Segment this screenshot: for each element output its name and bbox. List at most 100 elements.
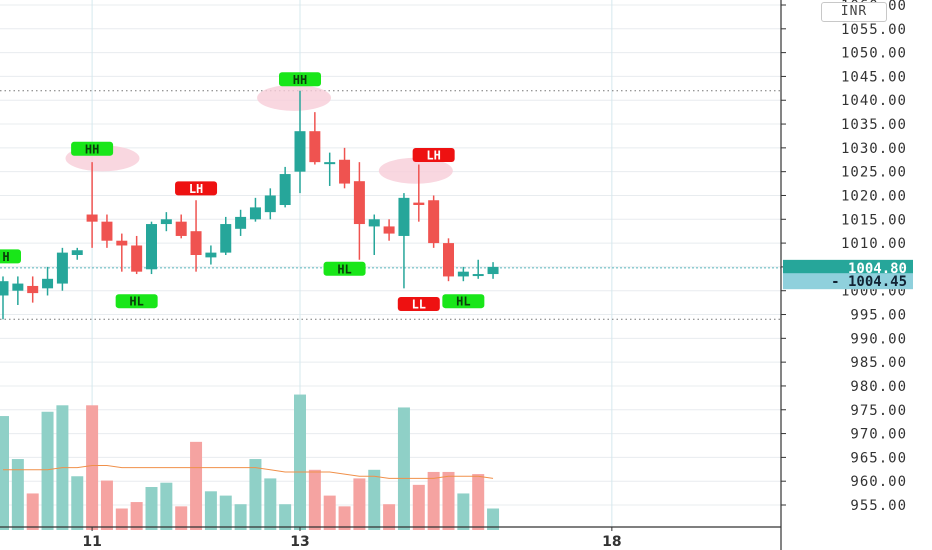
candle-body	[42, 278, 54, 289]
pivot-label-box	[279, 72, 321, 87]
reference-price-tag: - 1004.45	[783, 273, 913, 290]
x-tick-label: 11	[82, 534, 101, 550]
volume-ma-line	[3, 465, 494, 479]
pivot-label-hl: HL	[115, 294, 158, 309]
candle	[205, 245, 217, 265]
pivot-label-h: H	[0, 249, 21, 264]
y-tick-label: 1055.00	[841, 22, 907, 38]
candle-body	[294, 131, 306, 172]
volume-bar	[204, 491, 217, 530]
y-tick-label: 980.00	[850, 379, 907, 395]
volume-bar	[100, 480, 113, 530]
price-tag-text: 1004.80	[848, 261, 907, 277]
volume-bar	[323, 495, 336, 530]
pivot-label-lh: LH	[412, 148, 455, 163]
volume-bar	[160, 482, 173, 530]
pivot-label-ll: LL	[397, 297, 440, 312]
candle-body	[101, 221, 113, 241]
candle-body	[324, 162, 336, 165]
volume-bar	[41, 411, 54, 530]
y-tick-label: 1040.00	[841, 93, 907, 109]
candle	[487, 262, 499, 279]
candle	[428, 195, 440, 248]
highlight-mark	[257, 84, 332, 111]
candle	[398, 193, 410, 289]
candle	[160, 212, 172, 232]
candle-body	[190, 231, 202, 255]
volume-bar	[397, 407, 410, 530]
candle-body	[116, 240, 128, 246]
candle	[131, 235, 143, 275]
pivot-label-hh: HH	[279, 72, 321, 87]
volume-bar	[338, 506, 351, 530]
y-tick-label: 975.00	[850, 403, 907, 419]
volume-bar	[264, 478, 277, 530]
price-tag-box	[783, 273, 913, 290]
candle-body	[56, 252, 68, 284]
candle-body	[205, 252, 217, 258]
volume-bar	[86, 405, 99, 530]
candle	[264, 188, 276, 220]
candle	[220, 216, 232, 255]
pivot-label-box	[115, 294, 158, 309]
volume-bar	[175, 506, 188, 530]
volume-bar	[190, 441, 203, 530]
candle-body	[353, 181, 365, 225]
pivot-label-text: LL	[412, 298, 426, 312]
volume-bar	[130, 502, 143, 530]
candle	[413, 164, 425, 222]
candle-body	[235, 216, 247, 229]
y-tick-label: 995.00	[850, 308, 907, 324]
candle-body	[428, 200, 440, 244]
candle	[383, 219, 395, 241]
candle	[101, 214, 113, 248]
y-tick-label: 1035.00	[841, 117, 907, 133]
volume-bar	[353, 478, 366, 530]
volume-bar	[0, 416, 9, 530]
pivot-label-hl: HL	[442, 294, 485, 309]
candle	[309, 112, 321, 165]
volume-bar	[442, 471, 455, 530]
pivot-label-text: HL	[337, 262, 351, 276]
candle-body	[279, 174, 291, 205]
y-tick-label: 1045.00	[841, 69, 907, 85]
volume-bar	[383, 504, 396, 530]
candle-body	[71, 250, 83, 255]
pivot-label-text: HL	[129, 295, 143, 309]
pivot-label-box	[442, 294, 485, 309]
y-tick-label: 1020.00	[841, 188, 907, 204]
y-tick-label: 990.00	[850, 331, 907, 347]
volume-bar	[71, 476, 84, 530]
currency-badge[interactable]: INR	[821, 2, 887, 22]
candle-body	[27, 285, 39, 294]
candle	[27, 276, 39, 303]
pivot-label-box	[175, 181, 218, 196]
candle	[294, 90, 306, 194]
candle	[71, 247, 83, 260]
y-tick-label: 985.00	[850, 355, 907, 371]
volume-bar	[308, 469, 321, 530]
x-tick-label: 13	[290, 534, 309, 550]
volume-bar	[26, 493, 39, 530]
y-tick-label: 1050.00	[841, 46, 907, 62]
y-tick-label: 1010.00	[841, 236, 907, 252]
candle-body	[131, 245, 143, 272]
volume-bar	[427, 471, 440, 530]
candle	[368, 214, 380, 255]
candle	[457, 266, 469, 282]
y-tick-label: 955.00	[850, 498, 907, 514]
candle	[249, 197, 261, 222]
candle	[56, 247, 68, 291]
pivot-label-box	[323, 261, 366, 276]
candle-body	[398, 197, 410, 236]
volume-bar	[11, 459, 24, 530]
pivot-label-box	[71, 141, 114, 156]
pivot-label-text: H	[2, 250, 9, 264]
volume-bar	[294, 394, 306, 530]
price-tag-box	[783, 259, 913, 276]
candle-body	[443, 243, 454, 277]
candle	[443, 238, 454, 282]
candle-body	[146, 224, 157, 270]
